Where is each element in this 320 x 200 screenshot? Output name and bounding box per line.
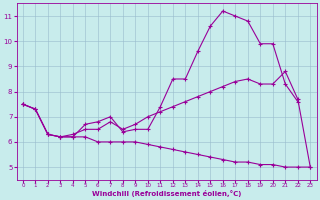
X-axis label: Windchill (Refroidissement éolien,°C): Windchill (Refroidissement éolien,°C) bbox=[92, 190, 241, 197]
